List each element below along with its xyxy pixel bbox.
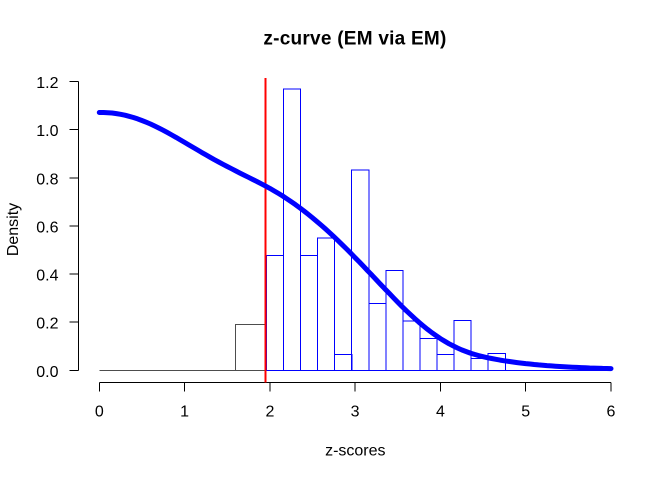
- svg-text:1.2: 1.2: [36, 75, 58, 92]
- svg-text:0.6: 0.6: [36, 219, 58, 236]
- svg-text:0.0: 0.0: [36, 364, 58, 381]
- svg-text:2: 2: [265, 404, 274, 421]
- svg-text:0.4: 0.4: [36, 268, 58, 285]
- svg-text:1.0: 1.0: [36, 123, 58, 140]
- svg-text:5: 5: [521, 404, 530, 421]
- svg-text:Density: Density: [5, 203, 22, 256]
- svg-text:0: 0: [95, 404, 104, 421]
- svg-text:z-curve (EM via EM): z-curve (EM via EM): [263, 29, 446, 50]
- svg-text:0.2: 0.2: [36, 316, 58, 333]
- svg-text:1: 1: [180, 404, 189, 421]
- svg-text:0.8: 0.8: [36, 171, 58, 188]
- svg-text:3: 3: [351, 404, 360, 421]
- svg-text:6: 6: [607, 404, 616, 421]
- svg-text:z-scores: z-scores: [325, 443, 385, 460]
- svg-text:4: 4: [436, 404, 445, 421]
